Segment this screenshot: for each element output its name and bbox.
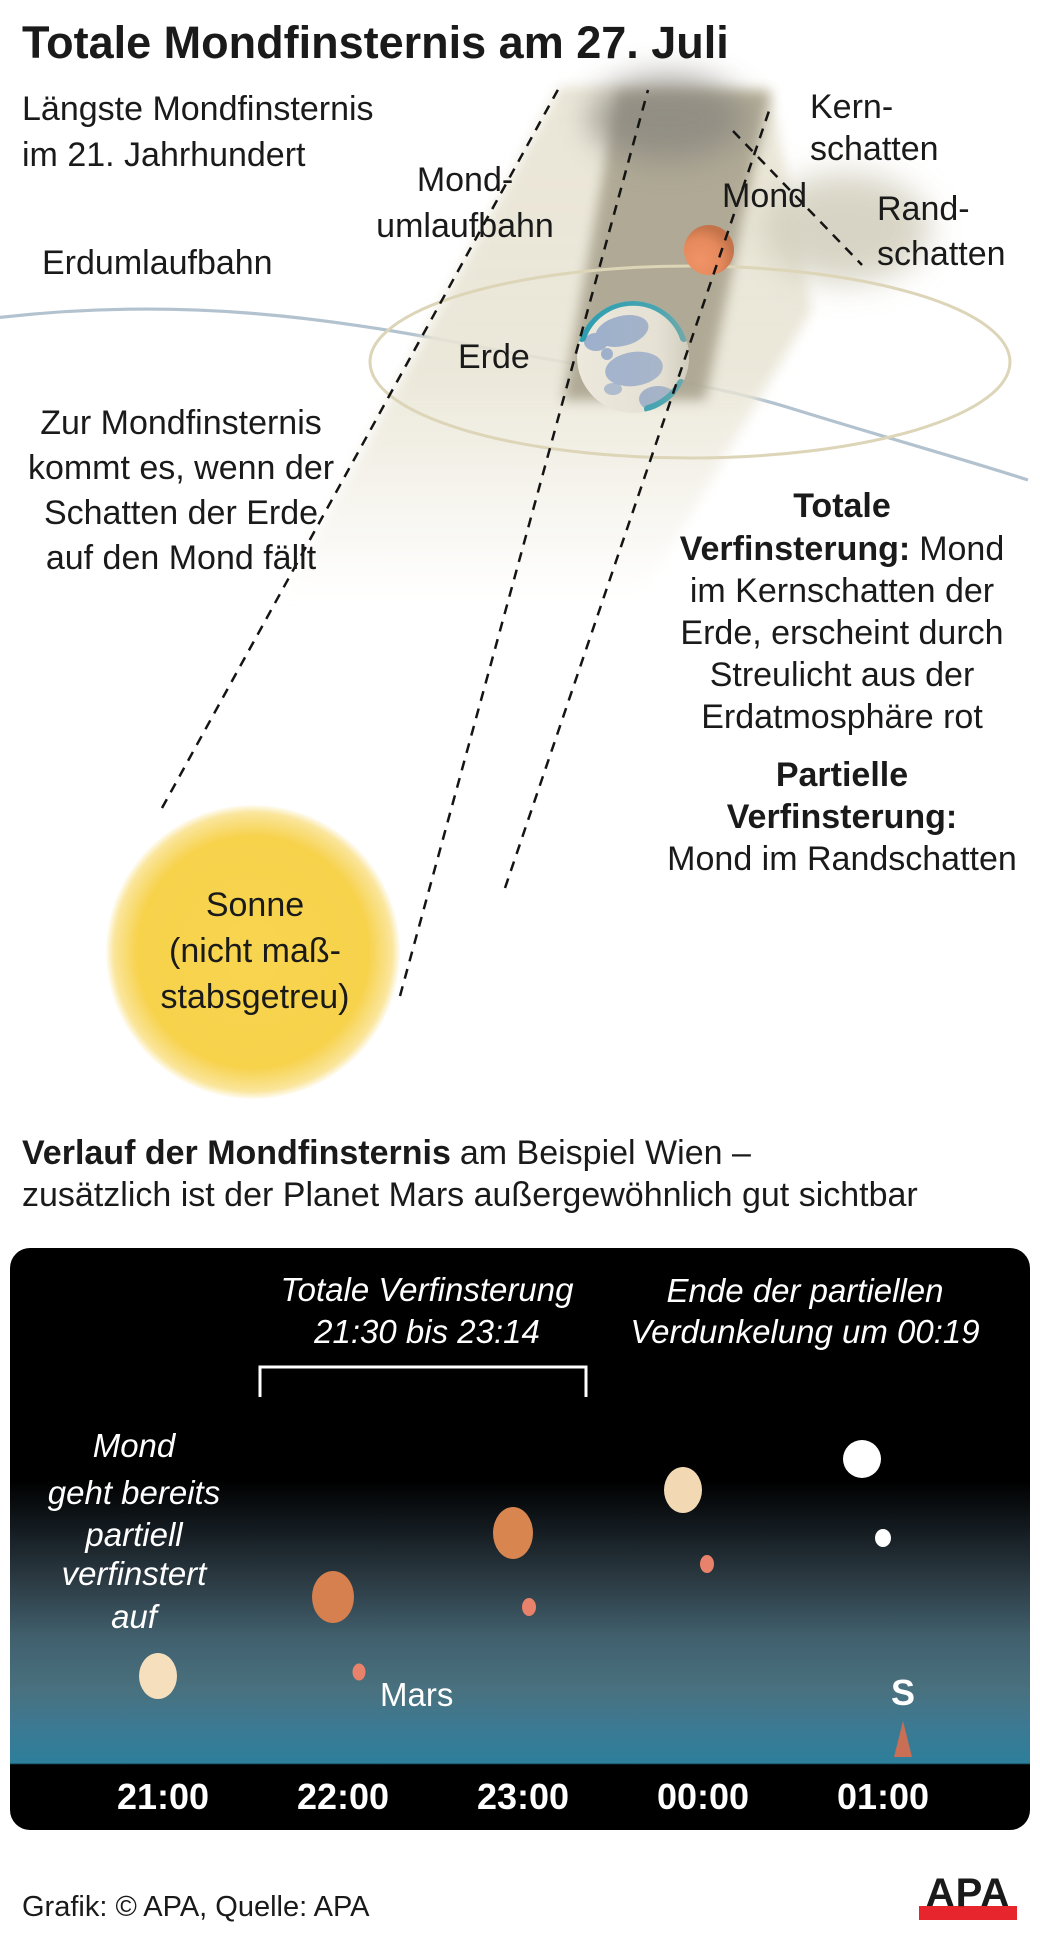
svg-text:Verfinsterung:Mond: Verfinsterung: Mond: [680, 530, 1005, 568]
earth-label: Erde: [458, 338, 530, 376]
core-shadow-label-line-2: schatten: [810, 130, 939, 168]
svg-text:Erde, erscheint durch: Erde, erscheint durch: [680, 614, 1003, 652]
svg-text:auf: auf: [111, 1598, 161, 1635]
earth: [577, 301, 689, 413]
timeline-heading: Verlauf der Mondfinsternis am Beispiel Wi…: [22, 1134, 918, 1214]
umbra-left-dashed-line: [398, 89, 650, 997]
mars-01-00: [875, 1529, 891, 1547]
apa-logo: APA: [919, 1871, 1017, 1920]
svg-text:01:00: 01:00: [837, 1776, 929, 1817]
apa-logo-red-bar: [919, 1906, 1017, 1920]
rim-shadow-leader-dashed-line: [732, 130, 863, 266]
mars-23-00: [522, 1598, 536, 1616]
rim-shadow-label-line-1: Rand-: [877, 190, 970, 228]
svg-text:verfinstert: verfinstert: [62, 1555, 209, 1592]
sun-label-line-2: (nicht maß-: [169, 932, 341, 970]
svg-text:00:00: 00:00: [657, 1776, 749, 1817]
moonrise-note: Mond geht bereits partiell verfinstert a…: [48, 1427, 220, 1635]
partial-end-label-line-2: Verdunkelung um 00:19: [630, 1313, 979, 1350]
svg-text:zusätzlich ist der Planet Mars: zusätzlich ist der Planet Mars außergewö…: [22, 1176, 918, 1214]
moon-22-00: [312, 1571, 354, 1623]
rim-shadow-label-line-2: schatten: [877, 235, 1006, 273]
eclipse-explanation-note: Zur Mondfinsternis kommt es, wenn der Sc…: [28, 404, 334, 577]
sky-timeline-panel: Totale Verfinsterung 21:30 bis 23:14 End…: [10, 1248, 1030, 1830]
svg-text:23:00: 23:00: [477, 1776, 569, 1817]
svg-text:Partielle: Partielle: [776, 756, 908, 794]
svg-text:Verfinsterung:: Verfinsterung:: [727, 798, 957, 836]
svg-text:Schatten der Erde: Schatten der Erde: [44, 494, 318, 532]
time-axis: 21:00 22:00 23:00 00:00 01:00: [117, 1776, 929, 1817]
total-eclipse-note: Totale Verfinsterung: Mond im Kernschatte…: [680, 487, 1005, 736]
footer: Grafik: © APA, Quelle: APA APA: [22, 1871, 1017, 1923]
mars-label: Mars: [380, 1676, 453, 1713]
apa-logo-text: APA: [926, 1871, 1010, 1915]
moon-00-00: [664, 1467, 702, 1513]
svg-text:geht bereits: geht bereits: [48, 1474, 220, 1511]
svg-text:22:00: 22:00: [297, 1776, 389, 1817]
core-shadow-label-line-1: Kern-: [810, 88, 893, 126]
partial-end-label-line-1: Ende der partiellen: [666, 1272, 943, 1309]
svg-text:21:00: 21:00: [117, 1776, 209, 1817]
svg-text:partiell: partiell: [84, 1516, 184, 1553]
sun-label-line-3: stabsgetreu): [161, 978, 350, 1016]
partial-eclipse-note: Partielle Verfinsterung: Mond im Randsch…: [667, 756, 1017, 878]
moon-21-00: [139, 1653, 177, 1699]
mars-00-00: [700, 1555, 714, 1573]
sun: [106, 805, 400, 1099]
total-phase-bracket: [258, 1365, 588, 1397]
intro-line-1: Längste Mondfinsternis: [22, 90, 374, 128]
svg-text:im Kernschatten der: im Kernschatten der: [690, 572, 994, 610]
page-title: Totale Mondfinsternis am 27. Juli: [22, 17, 729, 68]
eclipsed-moon: [684, 225, 734, 275]
penumbra-left-dashed-line: [160, 85, 562, 809]
south-arrow-icon: [894, 1721, 912, 1757]
svg-text:Streulicht aus der: Streulicht aus der: [710, 656, 975, 694]
credit-text: Grafik: © APA, Quelle: APA: [22, 1891, 370, 1923]
svg-text:auf den Mond fällt: auf den Mond fällt: [46, 539, 317, 577]
moon-orbit-label-line-1: Mond-: [417, 161, 513, 199]
mars-22-00: [352, 1663, 366, 1681]
svg-text:Erdatmosphäre rot: Erdatmosphäre rot: [701, 698, 983, 736]
penumbra-fade-smudge: [760, 173, 930, 283]
svg-text:kommt es, wenn der: kommt es, wenn der: [28, 449, 334, 487]
svg-text:Mond im Randschatten: Mond im Randschatten: [667, 840, 1017, 878]
svg-text:Mond: Mond: [93, 1427, 177, 1464]
earth-orbit-label: Erdumlaufbahn: [42, 244, 273, 282]
eclipse-geometry-diagram: Totale Mondfinsternis am 27. Juli Längst…: [0, 17, 1029, 1099]
moon-label: Mond: [722, 177, 807, 215]
intro-line-2: im 21. Jahrhundert: [22, 136, 306, 174]
sun-label-line-1: Sonne: [206, 886, 304, 924]
umbra-fade-smudge: [590, 76, 746, 160]
south-label: S: [891, 1672, 915, 1713]
total-phase-label-line-2: 21:30 bis 23:14: [313, 1313, 540, 1350]
total-phase-label-line-1: Totale Verfinsterung: [281, 1271, 575, 1308]
umbra-right-dashed-line: [503, 107, 772, 889]
svg-text:Totale: Totale: [793, 487, 891, 525]
moon-01-00: [843, 1440, 881, 1478]
earth-limb-shade: [577, 301, 689, 413]
moon-23-00: [493, 1507, 533, 1559]
moon-orbit-label-line-2: umlaufbahn: [376, 207, 554, 245]
svg-text:Zur Mondfinsternis: Zur Mondfinsternis: [40, 404, 322, 442]
